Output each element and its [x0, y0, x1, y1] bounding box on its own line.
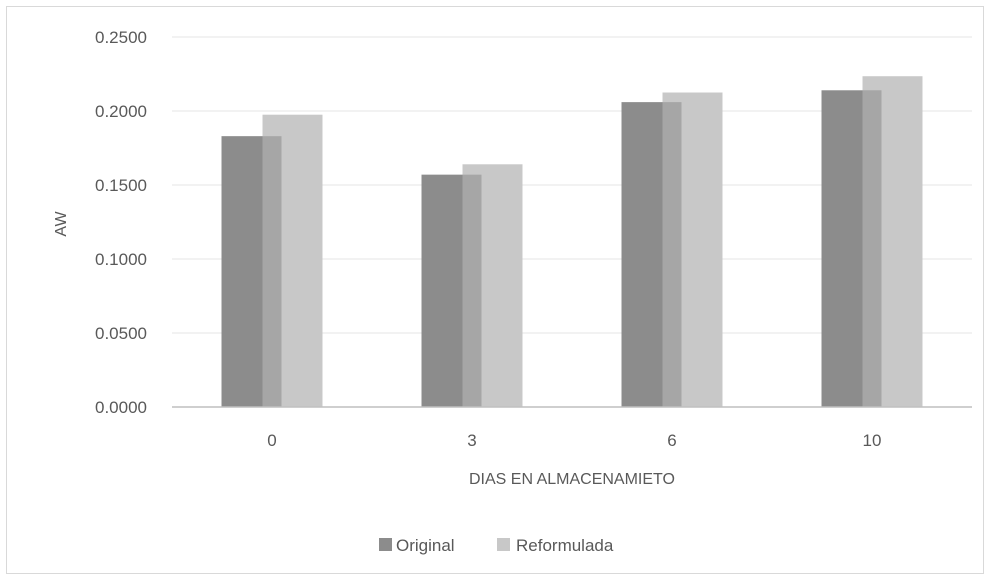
- x-tick-label: 3: [467, 431, 476, 450]
- x-axis-title: DIAS EN ALMACENAMIETO: [469, 471, 675, 488]
- bar-overlap-0: [262, 136, 282, 407]
- legend-swatch-reformulada: [497, 538, 510, 551]
- bar-overlap-6: [662, 102, 682, 408]
- x-tick-label: 6: [667, 431, 676, 450]
- bar-overlap-3: [462, 174, 482, 407]
- y-tick-label: 0.1000: [95, 250, 147, 269]
- legend-swatch-original: [379, 538, 392, 551]
- y-axis-title: AW: [53, 211, 70, 237]
- y-tick-label: 0.1500: [95, 176, 147, 195]
- y-tick-label: 0.2000: [95, 102, 147, 121]
- x-tick-label: 0: [267, 431, 276, 450]
- y-tick-label: 0.0000: [95, 398, 147, 417]
- bars: [221, 76, 923, 408]
- legend-label-reformulada: Reformulada: [516, 536, 614, 555]
- bar-overlap-10: [862, 90, 882, 407]
- legend: Original Reformulada: [379, 536, 614, 555]
- x-tick-label: 10: [863, 431, 882, 450]
- y-tick-label: 0.2500: [95, 28, 147, 47]
- tick-labels: 0.0000 0.0500 0.1000 0.1500 0.2000 0.2500 0 3 6 1…: [95, 28, 881, 450]
- y-tick-label: 0.0500: [95, 324, 147, 343]
- legend-label-original: Original: [396, 536, 455, 555]
